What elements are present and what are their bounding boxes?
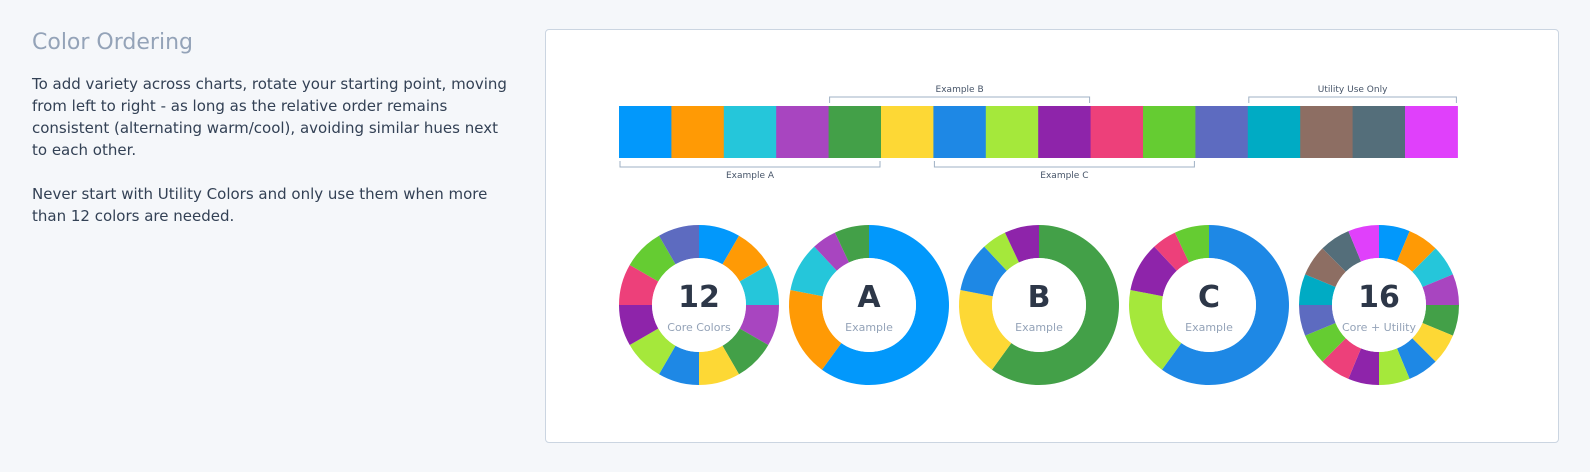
description-panel: Color Ordering To add variety across cha… (32, 30, 512, 249)
palette-swatch-16 (1405, 106, 1458, 158)
section-title: Color Ordering (32, 30, 193, 55)
donut-1-slice-11 (629, 235, 676, 282)
bracket-label-1: Example A (726, 171, 775, 181)
bracket-label-2: Example B (936, 85, 984, 95)
donut-chart-1: 12 Core Colors (619, 225, 779, 385)
donut-3-slice-5 (1004, 225, 1039, 263)
donut-4-slice-4 (1154, 232, 1189, 271)
palette-swatch-7 (933, 106, 987, 158)
donut-3-center-label: Example (1015, 321, 1063, 334)
bracket-label-3: Example C (1040, 171, 1088, 181)
palette-swatch-5 (828, 106, 882, 158)
donut-5-hole (1332, 258, 1426, 352)
donut-5-slice-7 (1396, 338, 1436, 379)
donut-5-slice-16 (1348, 225, 1379, 262)
donut-3-center-value: B (1028, 280, 1051, 315)
bracket-2 (829, 96, 1091, 103)
donut-chart-4: C Example (1129, 225, 1289, 385)
palette-swatch-11 (1143, 106, 1196, 158)
donut-1-slice-4 (739, 305, 779, 345)
donut-4-slice-2 (1129, 290, 1182, 370)
donut-2-slice-5 (834, 225, 869, 263)
palette-swatch-1 (619, 106, 672, 158)
palette-swatch-3 (723, 106, 777, 158)
bracket-3 (933, 161, 1195, 168)
donut-5-slice-12 (1299, 305, 1336, 336)
palette-swatch-13 (1247, 106, 1301, 158)
bracket-4 (1248, 96, 1457, 103)
color-ordering-chart: Example A Example B Example C Utility Use O… (619, 85, 1459, 385)
donut-1-center-value: 12 (678, 280, 720, 315)
palette-swatch-2 (671, 106, 725, 158)
donut-1-slice-1 (699, 225, 739, 265)
donut-5-slice-6 (1412, 322, 1453, 362)
donut-3-slice-2 (959, 290, 1012, 370)
donut-5-slice-4 (1422, 274, 1459, 305)
palette-swatch-14 (1300, 106, 1354, 158)
palette-swatch-8 (985, 106, 1039, 158)
donut-1-slice-2 (722, 235, 769, 282)
donut-1-slice-12 (659, 225, 699, 265)
donut-4-center-label: Example (1185, 321, 1233, 334)
donut-4-slice-5 (1174, 225, 1209, 263)
donut-1-slice-9 (619, 305, 659, 345)
donut-1-slice-6 (699, 345, 739, 385)
donut-1-slice-10 (619, 265, 659, 305)
donut-4-slice-1 (1161, 225, 1289, 385)
donut-2-center-value: A (857, 280, 881, 315)
donut-5-slice-3 (1412, 248, 1453, 288)
donut-2-center-label: Example (845, 321, 893, 334)
donut-5-slice-5 (1422, 305, 1459, 336)
palette-swatch-6 (881, 106, 934, 158)
donut-4-slice-3 (1130, 246, 1177, 297)
donut-5-center-value: 16 (1358, 280, 1400, 315)
donut-chart-2: A Example (789, 225, 949, 385)
donut-1-slice-3 (739, 265, 779, 305)
donut-5-slice-8 (1379, 348, 1410, 385)
donut-1-slice-8 (629, 328, 676, 375)
donut-3-slice-1 (991, 225, 1119, 385)
donut-3-slice-3 (960, 246, 1007, 297)
donut-5-slice-14 (1305, 248, 1346, 288)
donut-5-center-label: Core + Utility (1342, 321, 1417, 334)
donut-1-slice-5 (722, 328, 769, 375)
donut-1-center-label: Core Colors (667, 321, 731, 334)
color-ordering-card: Example A Example B Example C Utility Use O… (545, 29, 1559, 443)
donut-5-slice-15 (1322, 231, 1362, 272)
donut-5-slice-9 (1348, 348, 1379, 385)
donut-2-slice-2 (789, 290, 842, 370)
donut-3-hole (992, 258, 1086, 352)
donut-1-slice-7 (659, 345, 699, 385)
donut-2-slice-3 (790, 246, 837, 297)
palette-swatch-12 (1195, 106, 1249, 158)
bracket-label-4: Utility Use Only (1318, 85, 1388, 95)
donut-chart-3: B Example (959, 225, 1119, 385)
donut-chart-5: 16 Core + Utility (1299, 225, 1459, 385)
palette-swatch-10 (1090, 106, 1144, 158)
palette-swatch-15 (1352, 106, 1406, 158)
donut-5-slice-10 (1322, 338, 1362, 379)
donut-2-slice-4 (814, 232, 849, 271)
donut-2-hole (822, 258, 916, 352)
donut-4-hole (1162, 258, 1256, 352)
donut-5-slice-2 (1396, 231, 1436, 272)
palette-swatch-9 (1038, 106, 1092, 158)
utility-paragraph: Never start with Utility Colors and only… (32, 185, 488, 225)
donut-2-slice-1 (821, 225, 949, 385)
donut-5-slice-13 (1299, 274, 1336, 305)
donut-5-slice-1 (1379, 225, 1410, 262)
donut-5-slice-11 (1305, 322, 1346, 362)
ordering-paragraph: To add variety across charts, rotate you… (32, 75, 507, 159)
palette-swatch-4 (776, 106, 830, 158)
donut-4-center-value: C (1198, 280, 1220, 315)
bracket-1 (619, 161, 881, 168)
donut-3-slice-4 (984, 232, 1019, 271)
donut-1-hole (652, 258, 746, 352)
